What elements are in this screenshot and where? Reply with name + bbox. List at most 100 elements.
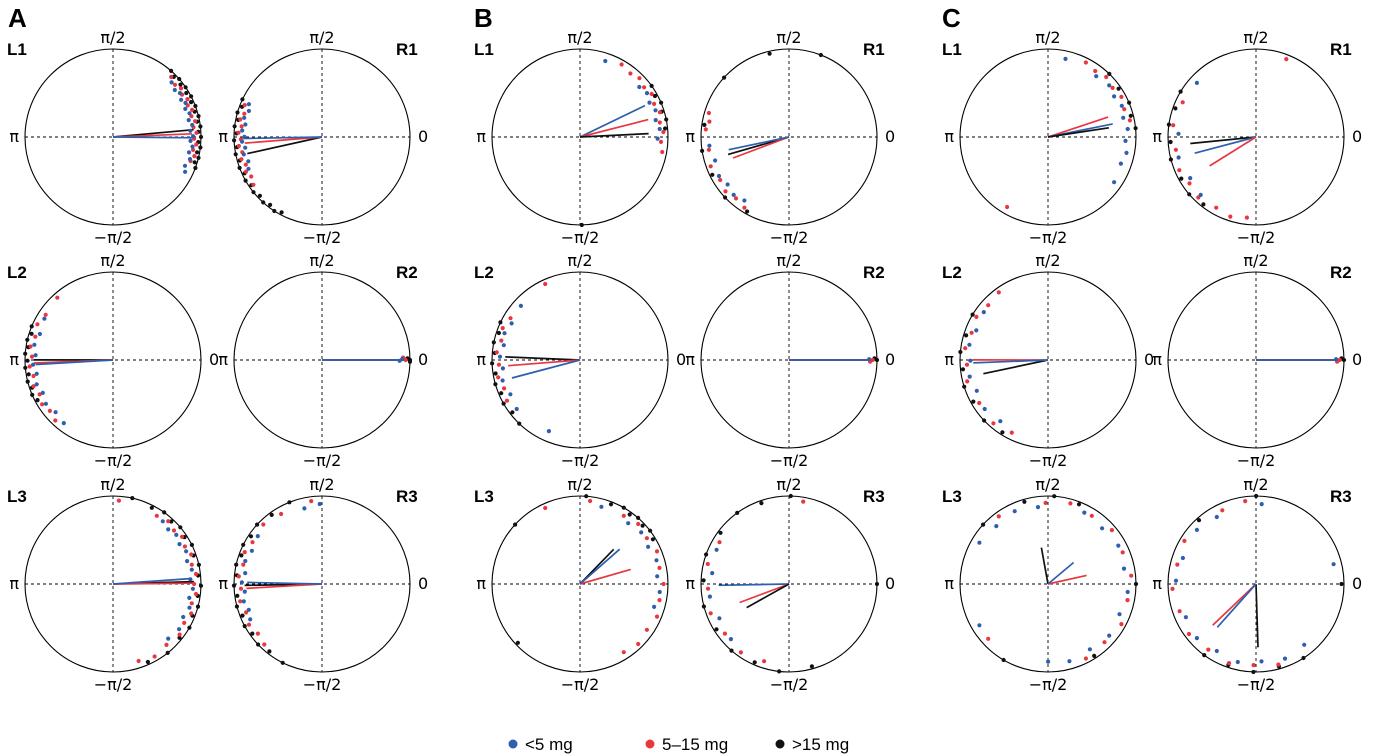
mean-vector-gt15-mg [1255,583,1259,648]
data-point-lt5-mg [1302,642,1307,647]
data-point-5-15-mg [1005,204,1010,210]
plot-label: L2 [942,263,962,282]
data-point-lt5-mg [1116,543,1121,548]
angle-label-bottom: −π/2 [561,451,600,470]
plot-label: L1 [474,40,494,59]
mean-vector-5-15-mg [1047,574,1087,585]
mean-vector-lt5-mg [112,136,195,139]
data-point-gt15-mg [29,331,34,336]
data-point-lt5-mg [725,182,730,187]
data-point-5-15-mg [1228,214,1233,219]
data-point-gt15-mg [130,496,135,501]
data-point-gt15-mg [1254,493,1259,499]
data-point-5-15-mg [192,581,197,587]
data-point-lt5-mg [248,617,253,622]
angle-label-top: π/2 [567,28,592,47]
data-point-5-15-mg [55,295,60,300]
data-point-lt5-mg [1046,659,1051,664]
data-point-gt15-mg [35,398,40,403]
data-point-lt5-mg [188,128,193,133]
data-point-lt5-mg [166,527,171,532]
data-point-gt15-mg [198,134,204,140]
angle-label-left: π [1152,127,1162,146]
angle-label-top: π/2 [1243,28,1268,47]
data-point-lt5-mg [1112,180,1117,185]
data-point-lt5-mg [187,605,192,610]
plot-label: L3 [942,487,962,506]
data-point-5-15-mg [190,107,195,112]
data-point-gt15-mg [269,512,274,518]
data-point-gt15-mg [195,150,200,155]
data-point-5-15-mg [255,631,260,636]
data-point-lt5-mg [1107,83,1112,88]
data-point-5-15-mg [261,522,266,527]
angle-label-top: π/2 [567,251,592,270]
data-point-gt15-mg [490,361,495,366]
data-point-5-15-mg [40,402,45,407]
angle-label-left: π [685,127,695,146]
data-point-lt5-mg [172,87,177,93]
data-point-5-15-mg [182,620,187,626]
data-point-lt5-mg [1176,155,1181,160]
angle-label-bottom: −π/2 [1237,451,1276,470]
data-point-lt5-mg [728,637,734,642]
data-point-lt5-mg [1124,150,1129,155]
mean-vector-gt15-mg [746,583,790,609]
angle-label-right: 0 [885,574,895,593]
data-point-5-15-mg [236,574,241,579]
data-point-5-15-mg [654,614,660,619]
data-point-gt15-mg [198,124,203,129]
plot-label: L1 [942,40,962,59]
data-point-5-15-mg [996,514,1001,519]
data-point-gt15-mg [1116,86,1121,91]
data-point-gt15-mg [196,562,201,567]
data-point-lt5-mg [185,559,190,564]
angle-label-bottom: −π/2 [1029,675,1068,694]
data-point-lt5-mg [186,150,192,155]
plot-label: L2 [474,263,494,282]
data-point-5-15-mg [723,189,728,194]
polar-plot-r3: R3 π/2 −π/2 π 0 [218,475,428,694]
data-point-5-15-mg [660,149,665,155]
mean-vector-gt15-mg [983,359,1049,375]
polar-plot-l1: L1 π/2 −π/2 π [474,28,669,247]
plot-label: L1 [7,40,27,59]
data-point-5-15-mg [179,534,185,539]
polar-plot-l2: L2 π/2 −π/2 π 0 [7,251,219,470]
data-point-gt15-mg [964,333,969,338]
data-point-lt5-mg [977,540,982,545]
polar-plot-r2: R2 π/2 −π/2 π 0 [685,251,895,470]
data-point-gt15-mg [25,379,30,384]
data-point-5-15-mg [738,650,744,655]
data-point-gt15-mg [195,604,201,609]
data-point-lt5-mg [1194,636,1199,641]
mean-vector-lt5-mg [728,136,790,151]
angle-label-bottom: −π/2 [770,675,809,694]
angle-label-left: π [944,127,954,146]
data-point-lt5-mg [647,100,652,105]
data-point-lt5-mg [652,604,657,610]
data-point-5-15-mg [1175,562,1180,567]
data-point-gt15-mg [584,494,589,499]
angle-label-top: π/2 [309,251,334,270]
data-point-5-15-mg [1119,94,1124,99]
data-point-lt5-mg [187,111,192,116]
data-point-gt15-mg [1000,430,1005,435]
data-point-5-15-mg [707,119,712,124]
data-point-5-15-mg [1068,501,1073,506]
data-point-gt15-mg [23,365,28,370]
data-point-gt15-mg [243,178,248,183]
angle-label-right: 0 [885,127,895,146]
data-point-lt5-mg [518,303,524,308]
data-point-lt5-mg [994,524,999,529]
data-point-gt15-mg [407,359,413,364]
data-point-gt15-mg [257,193,262,198]
data-point-5-15-mg [152,654,157,659]
data-point-lt5-mg [867,357,872,362]
data-point-5-15-mg [1125,598,1130,603]
data-point-5-15-mg [182,544,187,549]
data-point-gt15-mg [184,90,189,96]
data-point-lt5-mg [497,354,503,359]
data-point-5-15-mg [189,552,194,557]
